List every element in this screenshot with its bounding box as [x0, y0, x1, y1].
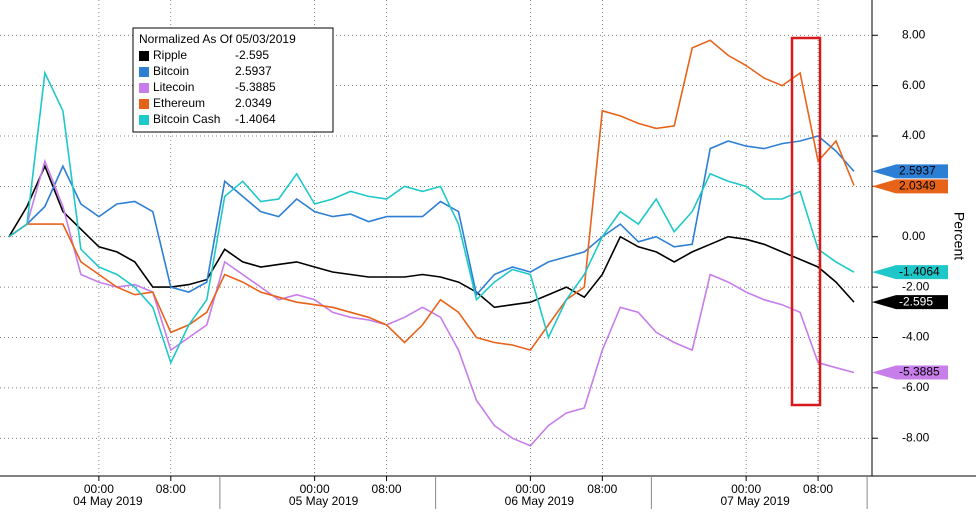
legend-swatch: [139, 67, 149, 77]
legend-swatch: [139, 115, 149, 125]
y-tick-label: -6.00: [902, 380, 930, 394]
legend-swatch: [139, 99, 149, 109]
legend-label: Bitcoin Cash: [153, 112, 220, 126]
plot-area: [0, 0, 872, 476]
value-tag-label: 2.0349: [899, 179, 936, 193]
x-date-label: 06 May 2019: [505, 494, 575, 508]
legend-value: 2.5937: [235, 64, 272, 78]
value-tag-label: -2.595: [899, 294, 933, 308]
value-tag: [872, 295, 948, 310]
series-line: [8, 135, 855, 297]
x-tick-label: 08:00: [587, 482, 617, 496]
y-tick-label: 0.00: [902, 229, 926, 243]
legend-swatch: [139, 83, 149, 93]
value-tag: [872, 365, 948, 380]
series-line: [8, 70, 855, 365]
x-date-label: 05 May 2019: [289, 494, 359, 508]
legend-label: Ripple: [153, 48, 187, 62]
x-tick-label: 08:00: [803, 482, 833, 496]
y-tick-label: 4.00: [902, 128, 926, 142]
series-line: [8, 39, 855, 352]
x-date-label: 07 May 2019: [720, 494, 790, 508]
y-tick-label: -2.00: [902, 279, 930, 293]
y-tick-label: -8.00: [902, 430, 930, 444]
highlight-box: [790, 36, 822, 407]
x-tick-label: 00:00: [731, 482, 761, 496]
y-tick-label: -4.00: [902, 330, 930, 344]
legend-value: -5.3885: [235, 80, 276, 94]
x-tick-label: 08:00: [372, 482, 402, 496]
y-axis-label: Percent: [951, 212, 967, 260]
y-tick-label: 8.00: [902, 27, 926, 41]
legend-value: -1.4064: [235, 112, 276, 126]
x-date-label: 04 May 2019: [73, 494, 143, 508]
legend-label: Ethereum: [153, 96, 205, 110]
value-tag-label: -1.4064: [899, 264, 940, 278]
x-tick-label: 00:00: [84, 482, 114, 496]
legend-title: Normalized As Of 05/03/2019: [139, 32, 296, 46]
x-tick-label: 08:00: [156, 482, 186, 496]
x-tick-label: 00:00: [300, 482, 330, 496]
legend-label: Litecoin: [153, 80, 194, 94]
value-tag: [872, 179, 948, 194]
series-line: [8, 164, 855, 309]
legend-swatch: [139, 51, 149, 61]
legend-value: 2.0349: [235, 96, 272, 110]
legend-value: -2.595: [235, 48, 269, 62]
value-tag: [872, 164, 948, 179]
value-tag-label: -5.3885: [899, 365, 940, 379]
legend-box: [132, 27, 334, 133]
y-tick-label: 6.00: [902, 78, 926, 92]
value-tag: [872, 265, 948, 280]
legend: Normalized As Of 05/03/2019 Ripple -2.595…: [132, 27, 334, 133]
series-line: [8, 158, 855, 447]
value-tag-label: 2.5937: [899, 164, 936, 178]
legend-label: Bitcoin: [153, 64, 189, 78]
x-tick-label: 00:00: [515, 482, 545, 496]
